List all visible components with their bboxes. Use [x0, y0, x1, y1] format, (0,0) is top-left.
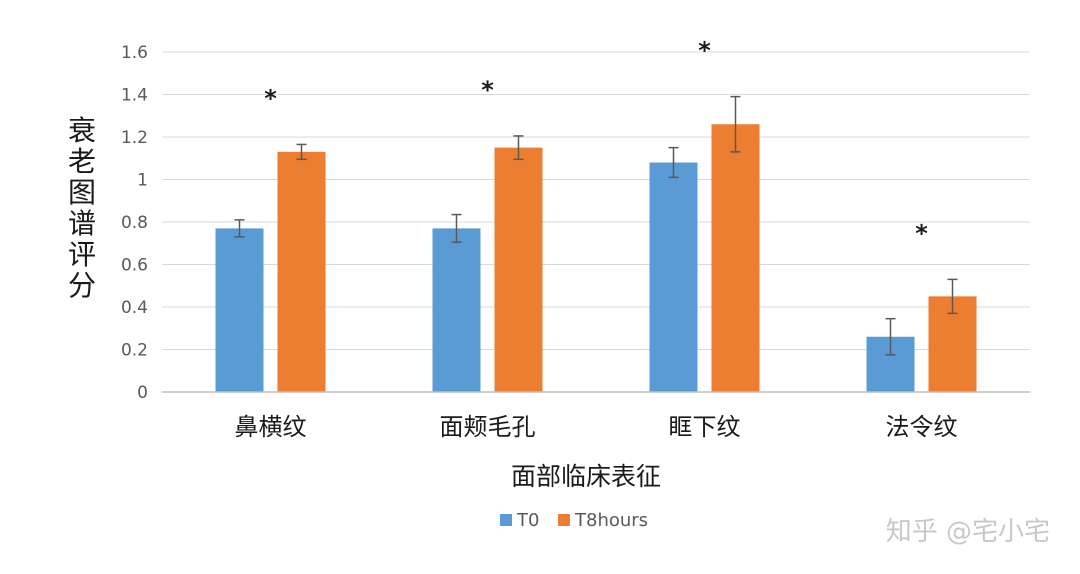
y-tick-label: 0	[137, 383, 148, 403]
category-label: 法令纹	[886, 413, 958, 441]
significance-star: *	[264, 84, 277, 112]
x-axis-label: 面部临床表征	[511, 462, 661, 491]
legend: T0 T8hours	[500, 510, 648, 531]
legend-swatch-T0	[500, 514, 512, 526]
y-axis-label-char: 分	[68, 269, 96, 302]
category-label: 面颊毛孔	[440, 413, 536, 441]
bar-T8hours-0	[277, 151, 326, 392]
y-tick-label: 0.4	[121, 298, 148, 318]
bar-T8hours-1	[494, 147, 543, 392]
error-bars	[234, 95, 958, 356]
legend-swatch-T8hours	[558, 514, 570, 526]
y-tick-label: 1	[137, 171, 148, 191]
category-label: 鼻横纹	[235, 413, 307, 441]
significance-star: *	[698, 37, 711, 65]
significance-markers: * * * *	[264, 37, 928, 248]
y-tick-label: 1.6	[121, 43, 148, 63]
watermark-text: 知乎 @宅小宅	[886, 517, 1050, 547]
bar-T0-1	[432, 228, 481, 392]
category-label: 眶下纹	[669, 413, 741, 441]
bars	[215, 124, 977, 392]
y-tick-label: 0.6	[121, 256, 148, 276]
y-axis-label-char: 衰	[68, 114, 96, 147]
y-tick-labels: 0 0.2 0.4 0.6 0.8 1 1.2 1.4 1.6	[121, 43, 148, 403]
y-tick-label: 1.4	[121, 86, 148, 106]
bar-T8hours-2	[711, 124, 760, 392]
y-tick-label: 0.2	[121, 341, 148, 361]
y-axis-label-char: 老	[68, 145, 96, 178]
significance-star: *	[481, 76, 494, 104]
y-axis-label-char: 谱	[68, 207, 96, 240]
bar-T0-2	[649, 162, 698, 392]
bar-T0-0	[215, 228, 264, 392]
y-axis-label-char: 评	[68, 238, 96, 271]
y-tick-label: 1.2	[121, 128, 148, 148]
y-axis-label-char: 图	[68, 176, 96, 209]
category-labels: 鼻横纹 面颊毛孔 眶下纹 法令纹	[235, 413, 958, 441]
significance-star: *	[915, 219, 928, 247]
y-tick-label: 0.8	[121, 213, 148, 233]
legend-label-T8hours: T8hours	[574, 510, 648, 531]
legend-label-T0: T0	[516, 510, 539, 531]
